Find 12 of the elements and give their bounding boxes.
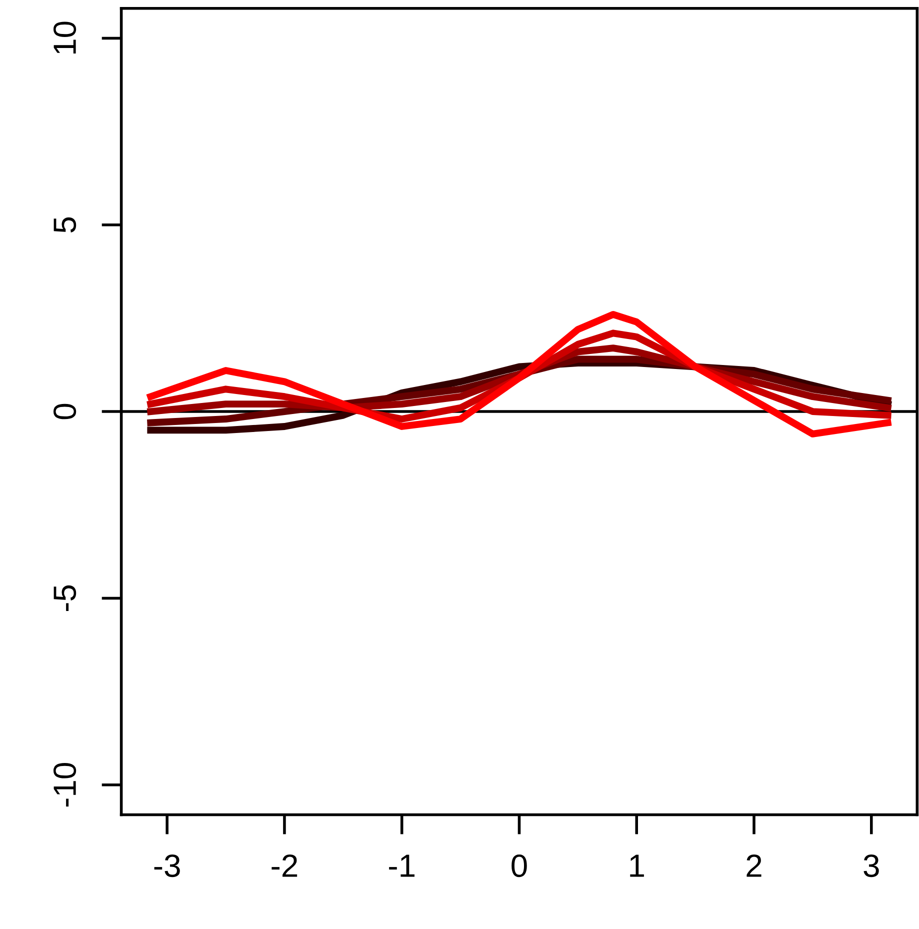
x-tick-label: 3 bbox=[864, 854, 879, 878]
y-tick-label: -10 bbox=[53, 763, 76, 807]
x-tick-label: 0 bbox=[512, 854, 527, 878]
y-tick-label: 0 bbox=[53, 404, 76, 420]
y-tick-label: -5 bbox=[54, 585, 76, 611]
y-tick-label: 10 bbox=[53, 22, 76, 54]
y-tick-label: 5 bbox=[54, 217, 76, 232]
x-tick-label: 1 bbox=[630, 854, 644, 877]
x-tick-label: 2 bbox=[746, 854, 762, 877]
x-tick-label: -2 bbox=[272, 854, 298, 877]
x-tick-label: -3 bbox=[154, 854, 180, 878]
x-tick-label: -1 bbox=[389, 854, 414, 877]
